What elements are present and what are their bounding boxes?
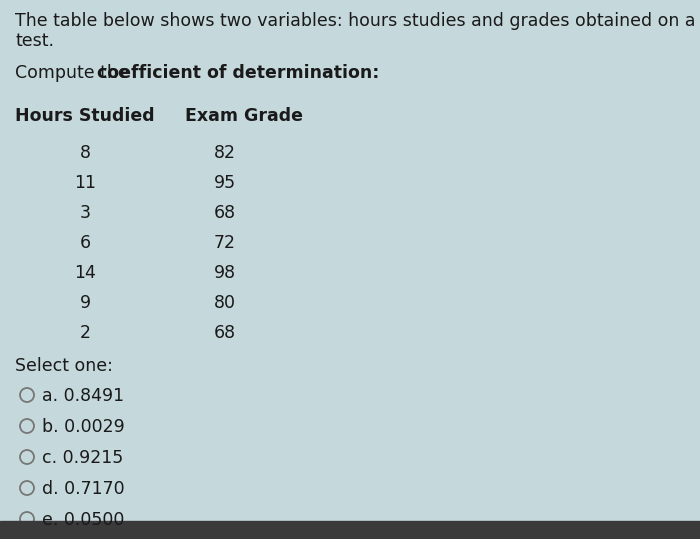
Text: coefficient of determination:: coefficient of determination: (97, 64, 379, 82)
Text: 2: 2 (80, 324, 90, 342)
Text: 98: 98 (214, 264, 236, 282)
Text: Compute the: Compute the (15, 64, 134, 82)
Text: 72: 72 (214, 234, 236, 252)
Text: 82: 82 (214, 144, 236, 162)
Text: e. 0.0500: e. 0.0500 (42, 511, 125, 529)
Text: 68: 68 (214, 324, 236, 342)
Text: 6: 6 (79, 234, 90, 252)
Text: 8: 8 (80, 144, 90, 162)
Text: 68: 68 (214, 204, 236, 222)
Text: 80: 80 (214, 294, 236, 312)
Text: The table below shows two variables: hours studies and grades obtained on a stat: The table below shows two variables: hou… (15, 12, 700, 30)
Text: c. 0.9215: c. 0.9215 (42, 449, 123, 467)
Text: a. 0.8491: a. 0.8491 (42, 387, 124, 405)
Bar (0, 521, 700, 539)
Text: b. 0.0029: b. 0.0029 (42, 418, 125, 436)
Text: 3: 3 (80, 204, 90, 222)
Text: 9: 9 (79, 294, 90, 312)
Text: 95: 95 (214, 174, 236, 192)
Text: 14: 14 (74, 264, 96, 282)
Text: Hours Studied: Hours Studied (15, 107, 155, 125)
Text: Exam Grade: Exam Grade (185, 107, 303, 125)
Text: d. 0.7170: d. 0.7170 (42, 480, 125, 498)
Text: test.: test. (15, 32, 54, 50)
Text: Select one:: Select one: (15, 357, 113, 375)
Text: 11: 11 (74, 174, 96, 192)
